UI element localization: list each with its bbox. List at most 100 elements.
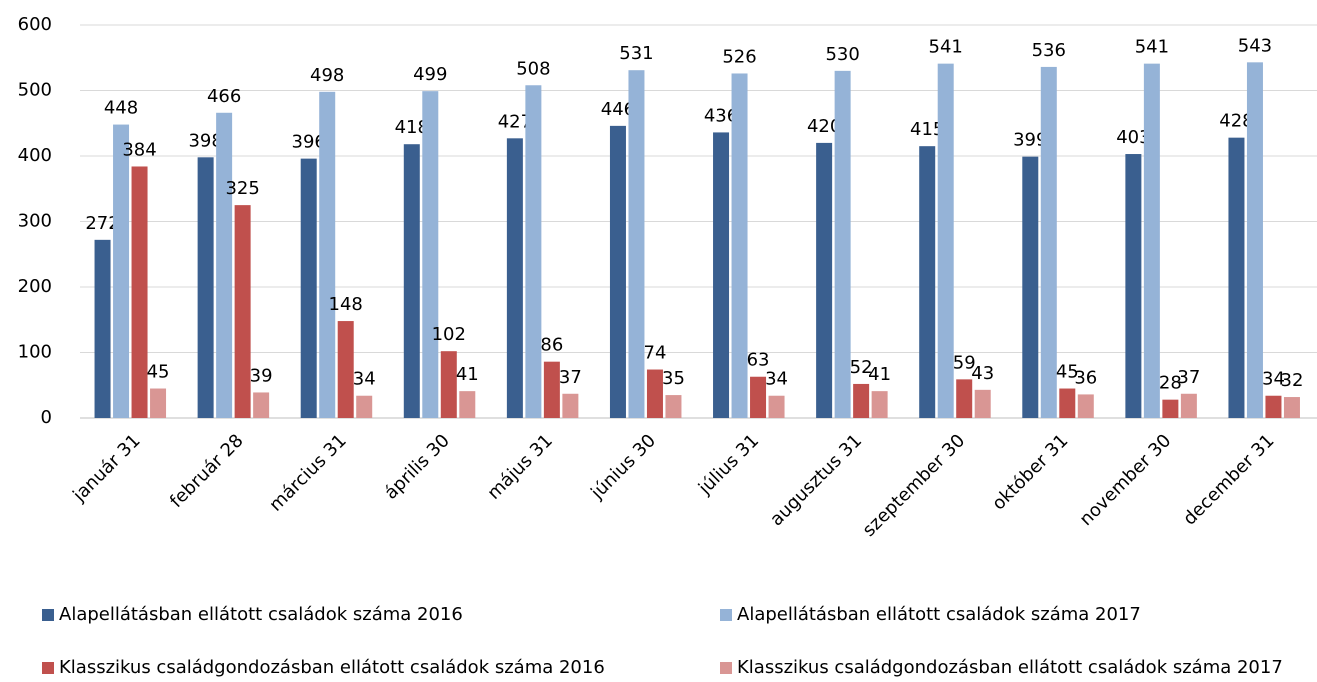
legend-label: Klasszikus családgondozásban ellátott cs… [59,657,605,678]
data-label: 74 [644,343,667,364]
bar [1246,62,1263,419]
bar [768,395,785,418]
legend-label: Klasszikus családgondozásban ellátott cs… [737,657,1283,678]
data-label: 63 [747,350,770,371]
x-tick-label: június 30 [586,430,660,504]
bar [853,383,870,418]
data-label: 45 [147,362,170,383]
bar [253,392,270,418]
bar [750,376,767,418]
bar [1040,66,1057,419]
data-label: 45 [1056,362,1079,383]
x-tick-label: augusztus 31 [766,430,866,530]
bar [834,70,851,418]
y-tick-label: 200 [18,276,52,297]
bar [150,388,167,418]
bar [506,138,523,418]
bar [1125,154,1142,418]
bar [356,395,373,418]
data-label: 498 [310,65,344,86]
bar [216,112,233,419]
data-label: 499 [413,64,447,85]
bar [543,361,560,418]
data-label: 403 [1116,127,1150,148]
data-label: 399 [1013,130,1047,151]
bar [1283,397,1300,418]
data-label: 531 [619,43,653,64]
bar [422,91,439,418]
data-label: 41 [868,364,891,385]
data-label: 148 [329,294,363,315]
data-label: 34 [765,369,788,390]
bar [665,395,682,418]
bar [1077,394,1094,418]
data-label: 43 [971,363,994,384]
data-label: 272 [85,213,119,234]
data-label: 427 [498,111,532,132]
y-tick-label: 0 [41,407,52,428]
bar [816,142,833,418]
x-tick-label: március 31 [265,430,350,515]
bar [1022,156,1039,418]
legend-swatch [42,609,54,621]
data-label: 37 [559,367,582,388]
data-label: 466 [207,86,241,107]
y-tick-label: 500 [18,80,52,101]
x-tick-label: szeptember 30 [859,430,970,541]
bar [562,393,579,418]
data-label: 36 [1074,367,1097,388]
data-label: 436 [704,105,738,126]
y-tick-label: 400 [18,145,52,166]
data-label: 530 [825,44,859,65]
x-tick-label: július 31 [694,430,763,499]
bar [1180,393,1197,418]
data-label: 59 [953,352,976,373]
data-label: 526 [722,46,756,67]
x-tick-label: október 31 [988,430,1072,514]
data-label: 398 [188,130,222,151]
x-tick-label: május 31 [483,430,557,504]
bar [459,391,476,418]
bar [300,158,317,418]
bar [628,70,645,418]
bar [1228,137,1245,418]
bar [731,73,748,418]
y-tick-label: 600 [18,14,52,35]
x-tick-label: február 28 [166,430,248,512]
bar [1265,395,1282,418]
data-label: 428 [1219,111,1253,132]
data-label: 39 [250,365,273,386]
data-label: 448 [104,98,138,119]
data-label: 37 [1177,367,1200,388]
bar [1162,399,1179,418]
data-label: 396 [292,132,326,153]
data-label: 325 [225,178,259,199]
data-label: 384 [122,139,156,160]
bar [1059,388,1076,418]
bar [956,379,973,418]
data-label: 415 [910,119,944,140]
legend-swatch [720,662,732,674]
bar [113,124,130,418]
data-label: 102 [432,324,466,345]
x-tick-label: december 31 [1179,430,1278,529]
bar [94,239,111,418]
bar [1143,63,1160,419]
data-label: 52 [850,357,873,378]
data-label: 34 [1262,369,1285,390]
data-label: 86 [540,335,563,356]
data-label: 28 [1159,373,1182,394]
y-tick-label: 100 [18,342,52,363]
bar [403,144,420,418]
data-label: 543 [1238,35,1272,56]
y-tick-label: 300 [18,211,52,232]
bar [440,351,457,418]
x-tick-label: január 31 [68,430,144,506]
data-label: 32 [1281,370,1304,391]
data-label: 35 [662,368,685,389]
bar [234,205,251,418]
legend-swatch [720,609,732,621]
legend-swatch [42,662,54,674]
bar [713,132,730,419]
